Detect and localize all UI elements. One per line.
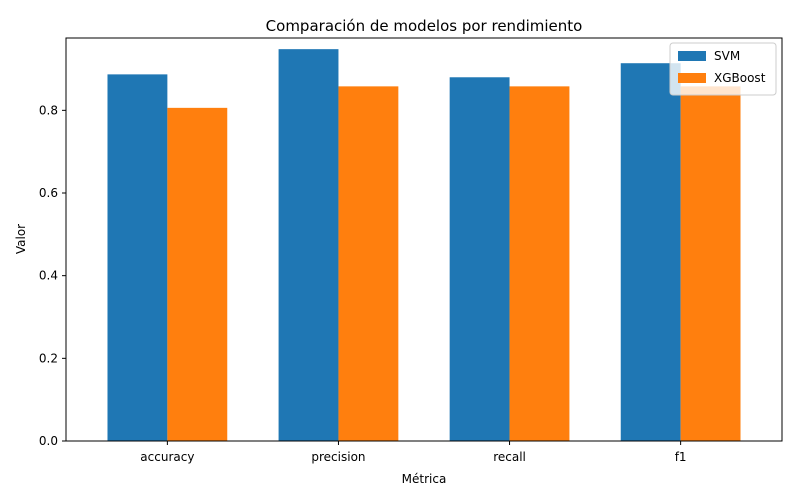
legend-swatch-svm — [678, 51, 706, 61]
bar-svm-precision — [278, 49, 339, 441]
x-ticks-layer: accuracy precision recall f1 — [140, 441, 687, 464]
legend: SVM XGBoost — [669, 42, 777, 96]
bars-layer — [107, 49, 741, 442]
x-tick-label: recall — [493, 450, 526, 464]
y-tick-label: 0.4 — [39, 269, 58, 283]
legend-label-xgboost: XGBoost — [714, 71, 766, 85]
bar-xgboost-precision — [338, 86, 399, 442]
legend-label-svm: SVM — [714, 49, 740, 63]
bar-svm-recall — [449, 77, 510, 442]
bar-xgboost-accuracy — [167, 107, 228, 441]
x-tick-label: f1 — [675, 450, 687, 464]
y-axis-label: Valor — [14, 224, 28, 254]
x-tick-label: accuracy — [140, 450, 194, 464]
bar-xgboost-recall — [509, 86, 570, 442]
x-tick-label: precision — [311, 450, 365, 464]
plot-frame — [65, 37, 783, 442]
y-tick-label: 0.8 — [39, 103, 58, 117]
bar-svm-f1 — [620, 63, 681, 442]
x-axis-label: Métrica — [402, 472, 447, 486]
chart-title: Comparación de modelos por rendimiento — [266, 17, 583, 35]
legend-swatch-xgboost — [678, 73, 706, 83]
bar-svm-accuracy — [107, 74, 168, 442]
bar-xgboost-f1 — [680, 86, 741, 442]
y-tick-label: 0.0 — [39, 434, 58, 448]
y-tick-label: 0.6 — [39, 186, 58, 200]
y-ticks-layer: 0.0 0.2 0.4 0.6 0.8 — [39, 103, 66, 448]
y-tick-label: 0.2 — [39, 351, 58, 365]
